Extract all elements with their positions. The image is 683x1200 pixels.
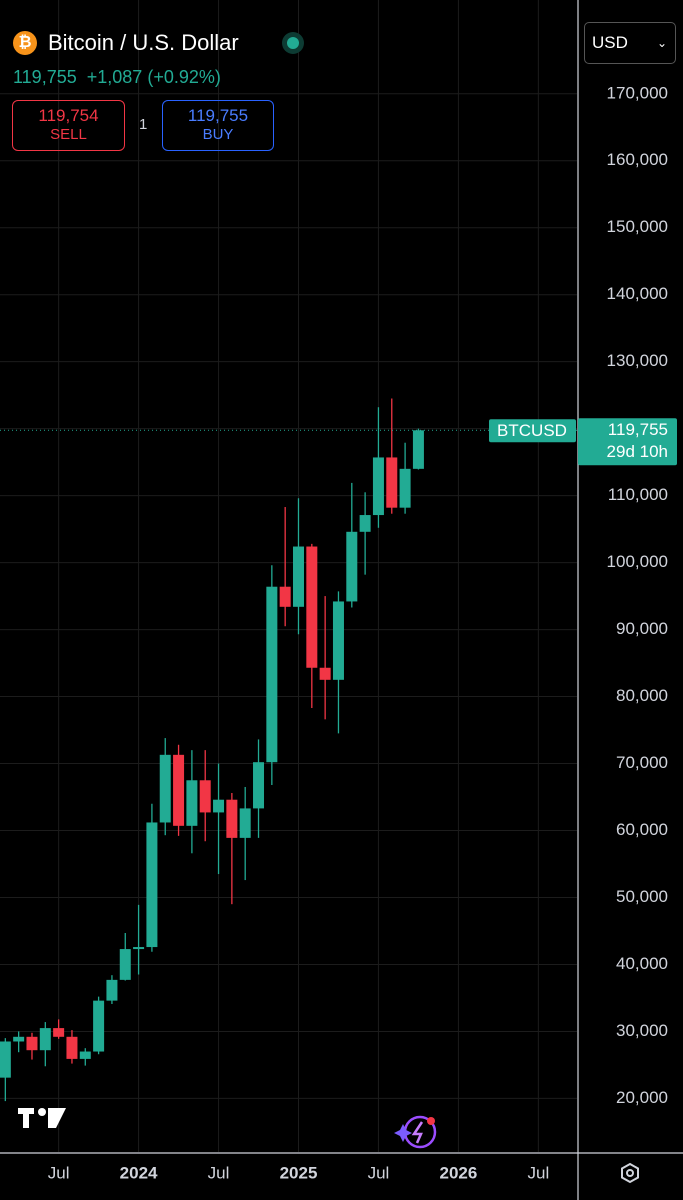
candle-body — [79, 1051, 91, 1059]
candle-body — [386, 457, 398, 508]
candle-body — [13, 1036, 25, 1042]
candle-body — [146, 822, 158, 948]
x-tick-label: 2025 — [280, 1163, 318, 1182]
price-tag-countdown: 29d 10h — [607, 442, 668, 461]
candle-body — [346, 531, 358, 602]
candle-body — [226, 799, 238, 838]
assistant-icon — [394, 1115, 437, 1149]
y-tick-label: 170,000 — [607, 83, 668, 102]
x-tick-label: Jul — [368, 1163, 390, 1182]
y-tick-label: 70,000 — [616, 753, 668, 772]
sell-label: SELL — [50, 126, 87, 143]
buy-label: BUY — [202, 126, 234, 143]
y-tick-label: 50,000 — [616, 887, 668, 906]
candle-body — [186, 780, 198, 826]
x-tick-label: 2024 — [120, 1163, 158, 1182]
candle-body — [199, 780, 211, 813]
change-pct: (+0.92%) — [147, 67, 221, 87]
y-tick-label: 90,000 — [616, 619, 668, 638]
y-tick-label: 100,000 — [607, 552, 668, 571]
symbol-tag — [489, 419, 576, 443]
candle-body — [292, 546, 304, 607]
candle-body — [266, 586, 278, 763]
sell-price: 119,754 — [38, 106, 99, 125]
market-status — [282, 32, 304, 54]
price-tag-value: 119,755 — [608, 420, 668, 439]
candle-body — [106, 979, 118, 1001]
currency: USD — [592, 33, 628, 52]
y-tick-label: 150,000 — [607, 217, 668, 236]
change: +1,087 — [86, 67, 143, 87]
candle-body — [253, 762, 265, 809]
candle-body — [159, 754, 171, 823]
coin-icon: ₿ — [13, 31, 37, 55]
sell-button[interactable]: 119,754 SELL — [12, 100, 125, 151]
y-tick-label: 60,000 — [616, 820, 668, 839]
candle-body — [53, 1028, 65, 1037]
candle-body — [306, 546, 318, 668]
y-tick-label: 80,000 — [616, 686, 668, 705]
y-tick-label: 130,000 — [607, 351, 668, 370]
candle-body — [66, 1036, 78, 1059]
symbol-tag-label: BTCUSD — [497, 421, 567, 440]
candle-body — [39, 1028, 51, 1051]
candle-body — [332, 601, 344, 680]
candle-body — [399, 468, 411, 508]
y-tick-label: 40,000 — [616, 954, 668, 973]
candle-body — [239, 808, 251, 838]
y-tick-label: 20,000 — [616, 1088, 668, 1107]
price-tag — [578, 418, 677, 466]
currency-select[interactable]: USD ⌄ — [584, 22, 676, 64]
quantity: 1 — [139, 116, 148, 133]
y-tick-label: 140,000 — [607, 284, 668, 303]
buy-button[interactable]: 119,755 BUY — [162, 100, 274, 151]
x-tick-label: Jul — [208, 1163, 230, 1182]
last-price: 119,755 — [13, 67, 77, 87]
candle-body — [93, 1000, 105, 1052]
price-change: 119,755 +1,087 (+0.92%) — [13, 67, 221, 88]
symbol-title: Bitcoin / U.S. Dollar — [48, 30, 239, 55]
y-tick-label: 160,000 — [607, 150, 668, 169]
candle-body — [279, 586, 291, 607]
buy-price: 119,755 — [187, 106, 249, 125]
x-tick-label: 2026 — [439, 1163, 477, 1182]
candle-body — [319, 667, 331, 680]
candle-body — [26, 1036, 38, 1051]
candle-body — [412, 430, 424, 469]
candle-body — [173, 754, 185, 826]
candle-body — [213, 799, 225, 813]
y-tick-label: 30,000 — [616, 1021, 668, 1040]
candle-body — [0, 1041, 11, 1078]
x-tick-label: Jul — [48, 1163, 70, 1182]
tv-logo — [18, 1108, 66, 1128]
settings-icon[interactable] — [621, 1162, 639, 1184]
candle-body — [372, 457, 384, 516]
candle-body — [133, 947, 145, 950]
candle-body — [359, 515, 371, 532]
candle-body — [119, 949, 131, 980]
x-tick-label: Jul — [527, 1163, 549, 1182]
y-tick-label: 110,000 — [608, 485, 668, 504]
